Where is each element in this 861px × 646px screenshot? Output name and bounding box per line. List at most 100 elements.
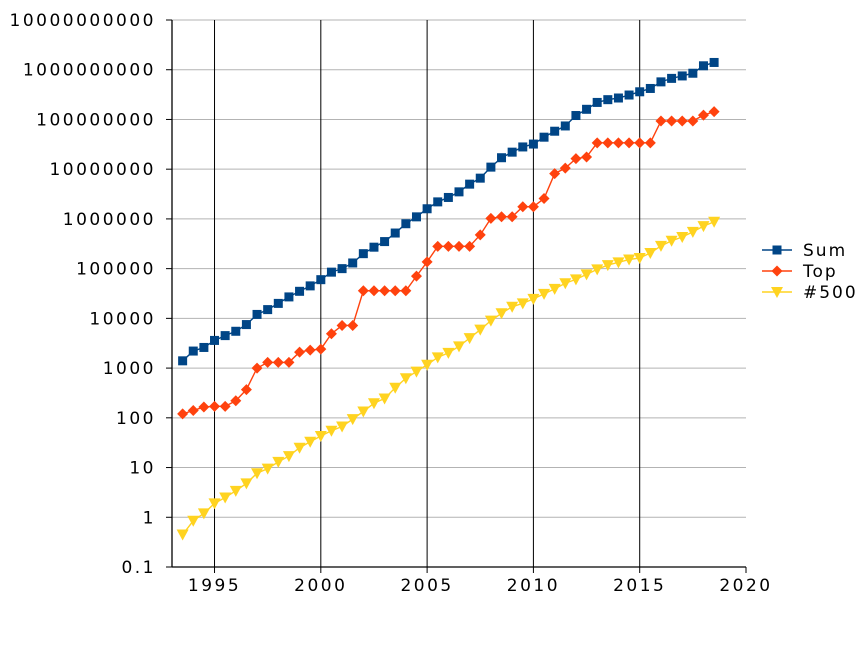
- data-point-top: [687, 115, 699, 127]
- data-point-500: [219, 492, 232, 504]
- data-point-500: [644, 247, 657, 259]
- legend-marker-top: [771, 265, 783, 277]
- data-point-top: [368, 285, 380, 297]
- y-tick-label: 10000: [89, 309, 156, 329]
- data-point-500: [612, 257, 625, 269]
- data-point-top: [453, 240, 465, 252]
- data-point-top: [708, 106, 720, 118]
- data-point-top: [251, 362, 263, 374]
- data-point-sum: [497, 153, 507, 163]
- data-point-sum: [624, 90, 634, 100]
- data-point-top: [676, 115, 688, 127]
- data-point-sum: [698, 61, 708, 71]
- data-point-500: [474, 324, 487, 336]
- y-tick-label: 10000000: [49, 160, 156, 180]
- data-point-sum: [571, 111, 581, 121]
- data-point-sum: [656, 77, 666, 87]
- data-point-sum: [178, 356, 188, 366]
- data-point-500: [336, 421, 349, 433]
- data-point-sum: [518, 142, 528, 152]
- data-point-500: [176, 529, 189, 541]
- data-point-top: [347, 319, 359, 331]
- data-point-top: [389, 285, 401, 297]
- data-point-sum: [528, 139, 538, 149]
- data-point-500: [654, 240, 667, 252]
- data-point-sum: [667, 73, 677, 83]
- legend-label-sum: Sum: [803, 241, 847, 261]
- data-point-sum: [422, 204, 432, 214]
- data-point-500: [538, 288, 551, 300]
- data-point-500: [378, 393, 391, 405]
- data-point-top: [198, 401, 210, 413]
- data-point-500: [506, 301, 519, 313]
- data-point-sum: [284, 292, 294, 302]
- data-point-500: [601, 260, 614, 272]
- data-point-500: [357, 406, 370, 418]
- data-point-sum: [369, 242, 379, 252]
- y-tick-label: 1000000000: [23, 61, 156, 81]
- data-point-500: [325, 425, 338, 437]
- series-top: [177, 106, 720, 420]
- data-point-500: [665, 235, 678, 247]
- axes: [171, 20, 746, 568]
- data-point-500: [559, 278, 572, 290]
- data-point-top: [612, 137, 624, 149]
- data-point-top: [442, 240, 454, 252]
- data-point-sum: [465, 179, 475, 189]
- y-tick-label: 100: [116, 409, 156, 429]
- data-point-top: [294, 346, 306, 358]
- y-tick-label: 100000000: [36, 110, 156, 130]
- data-point-top: [485, 212, 497, 224]
- data-point-top: [325, 328, 337, 340]
- data-point-top: [187, 405, 199, 417]
- data-point-sum: [603, 95, 613, 105]
- data-point-500: [463, 333, 476, 345]
- data-point-500: [633, 252, 646, 264]
- data-point-sum: [613, 93, 623, 103]
- data-point-top: [262, 356, 274, 368]
- data-point-500: [484, 315, 497, 327]
- data-point-sum: [486, 162, 496, 172]
- data-point-sum: [411, 212, 421, 222]
- data-point-500: [282, 451, 295, 463]
- data-point-sum: [295, 286, 305, 296]
- data-point-sum: [550, 126, 560, 136]
- data-point-500: [187, 515, 200, 527]
- data-point-500: [495, 308, 508, 320]
- data-point-500: [261, 463, 274, 475]
- data-point-500: [453, 341, 465, 353]
- y-tick-label: 0.1: [121, 558, 156, 578]
- data-point-500: [442, 347, 455, 359]
- data-point-sum: [645, 83, 655, 93]
- data-point-top: [357, 285, 369, 297]
- data-point-500: [293, 442, 306, 454]
- data-point-sum: [592, 97, 602, 107]
- data-point-500: [527, 293, 540, 305]
- data-point-500: [686, 226, 699, 238]
- data-point-500: [197, 508, 210, 520]
- data-point-sum: [677, 71, 687, 81]
- data-point-top: [527, 201, 539, 213]
- data-point-top: [517, 201, 529, 213]
- data-point-sum: [358, 249, 368, 259]
- data-point-top: [272, 356, 284, 368]
- data-point-sum: [199, 342, 209, 352]
- data-point-500: [697, 221, 710, 233]
- legend-label-500: #500: [803, 283, 858, 303]
- data-point-top: [230, 395, 242, 407]
- y-tick-label: 10000000000: [10, 11, 156, 31]
- data-point-sum: [273, 298, 283, 308]
- data-point-top: [559, 162, 571, 174]
- data-point-500: [272, 456, 285, 468]
- data-point-sum: [337, 264, 347, 274]
- data-point-top: [315, 343, 327, 355]
- data-point-500: [389, 382, 402, 394]
- data-point-500: [251, 468, 264, 480]
- data-point-500: [304, 436, 317, 448]
- y-tick-label: 1000: [103, 359, 156, 379]
- data-point-top: [570, 153, 582, 165]
- data-point-sum: [560, 121, 570, 131]
- x-tick-label: 2015: [613, 576, 666, 596]
- data-point-top: [464, 240, 476, 252]
